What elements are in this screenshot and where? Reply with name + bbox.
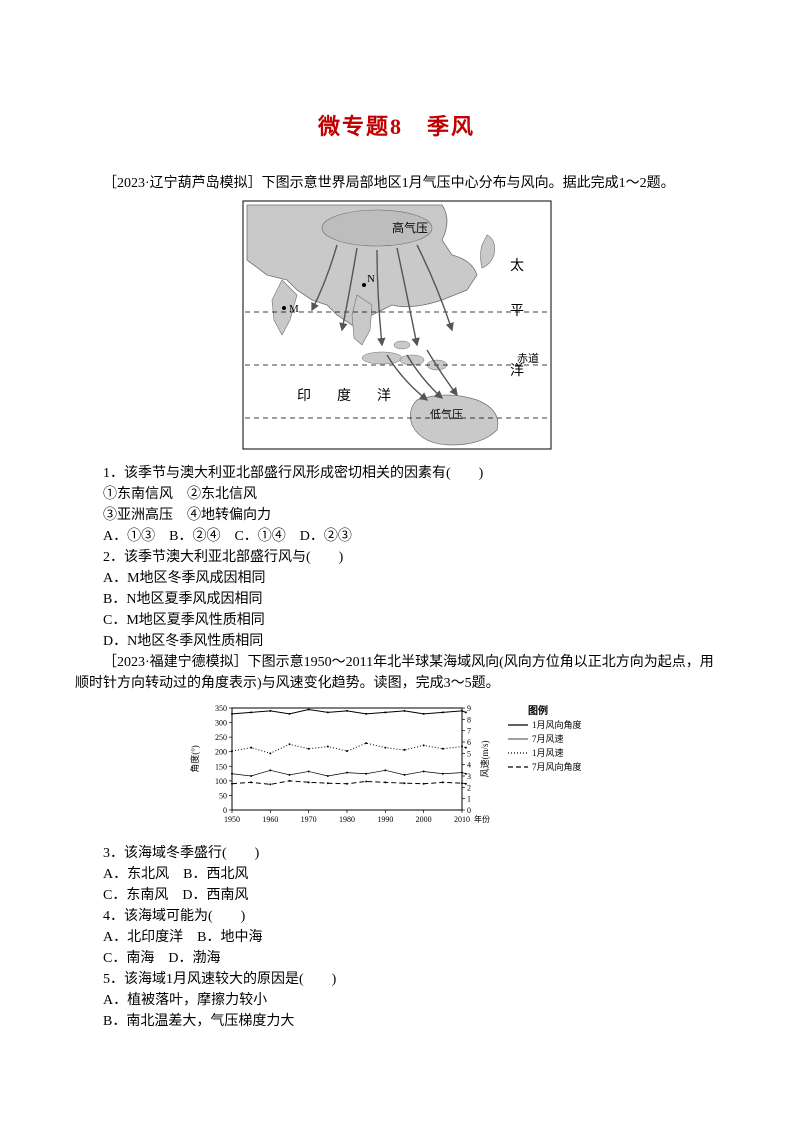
svg-text:1月风速: 1月风速 bbox=[532, 748, 564, 758]
q3-options-2: C．东南风 D．西南风 bbox=[75, 885, 718, 906]
svg-text:1980: 1980 bbox=[339, 815, 355, 824]
svg-text:8: 8 bbox=[467, 715, 471, 724]
svg-text:1月风向角度: 1月风向角度 bbox=[532, 719, 582, 730]
svg-text:1990: 1990 bbox=[377, 815, 393, 824]
q2-option-b: B．N地区夏季风成因相同 bbox=[75, 589, 718, 610]
q3-options-1: A．东北风 B．西北风 bbox=[75, 864, 718, 885]
svg-text:1: 1 bbox=[467, 795, 471, 804]
svg-text:1960: 1960 bbox=[262, 815, 278, 824]
svg-text:4: 4 bbox=[467, 761, 471, 770]
label-high-pressure: 高气压 bbox=[392, 220, 428, 235]
label-indian-2: 度 bbox=[337, 388, 351, 404]
svg-text:0: 0 bbox=[223, 806, 227, 815]
q5-option-a: A．植被落叶，摩擦力较小 bbox=[75, 990, 718, 1011]
figure-chart: 0 50 100 150 200 250 300 350 角度(°) 0 1 2 3 4 5 6 7 8 9 风速(m… bbox=[75, 700, 718, 837]
svg-text:300: 300 bbox=[215, 719, 227, 728]
svg-text:7月风速: 7月风速 bbox=[532, 734, 564, 744]
svg-text:2000: 2000 bbox=[415, 815, 431, 824]
svg-text:3: 3 bbox=[467, 772, 471, 781]
block2-intro: ［2023·福建宁德模拟］下图示意1950～2011年北半球某海域风向(风向方位… bbox=[75, 652, 718, 694]
svg-text:100: 100 bbox=[215, 777, 227, 786]
svg-text:角度(°): 角度(°) bbox=[189, 745, 200, 773]
q2-option-c: C．M地区夏季风性质相同 bbox=[75, 610, 718, 631]
svg-text:7月风向角度: 7月风向角度 bbox=[532, 761, 582, 772]
label-indian-1: 印 bbox=[297, 388, 311, 404]
svg-text:风速(m/s): 风速(m/s) bbox=[480, 740, 490, 777]
block1-intro: ［2023·辽宁葫芦岛模拟］下图示意世界局部地区1月气压中心分布与风向。据此完成… bbox=[75, 173, 718, 194]
svg-text:年份: 年份 bbox=[474, 814, 490, 824]
svg-text:50: 50 bbox=[219, 791, 227, 800]
svg-text:350: 350 bbox=[215, 704, 227, 713]
q1-options: A．①③ B．②④ C．①④ D．②③ bbox=[75, 526, 718, 547]
svg-text:200: 200 bbox=[215, 748, 227, 757]
label-pacific-3: 洋 bbox=[510, 363, 524, 379]
svg-text:1970: 1970 bbox=[300, 815, 316, 824]
q4-options-2: C．南海 D．渤海 bbox=[75, 948, 718, 969]
q1-stem: 1．该季节与澳大利亚北部盛行风形成密切相关的因素有( ) bbox=[75, 463, 718, 484]
page-title: 微专题8 季风 bbox=[75, 110, 718, 143]
q1-items-1: ①东南信风 ②东北信风 bbox=[75, 484, 718, 505]
svg-text:图例: 图例 bbox=[528, 704, 548, 717]
q2-option-d: D．N地区冬季风性质相同 bbox=[75, 631, 718, 652]
q2-option-a: A．M地区冬季风成因相同 bbox=[75, 568, 718, 589]
label-equator: 赤道 bbox=[517, 351, 539, 365]
svg-text:9: 9 bbox=[467, 704, 471, 713]
q4-stem: 4．该海域可能为( ) bbox=[75, 906, 718, 927]
svg-text:250: 250 bbox=[215, 733, 227, 742]
svg-text:1950: 1950 bbox=[224, 815, 240, 824]
svg-text:2010: 2010 bbox=[454, 815, 470, 824]
svg-text:2: 2 bbox=[467, 783, 471, 792]
svg-text:7: 7 bbox=[467, 727, 471, 736]
label-n: N bbox=[367, 273, 375, 285]
label-pacific-2: 平 bbox=[510, 304, 524, 319]
svg-text:0: 0 bbox=[467, 806, 471, 815]
label-low-pressure: 低气压 bbox=[430, 407, 463, 421]
label-indian-3: 洋 bbox=[377, 388, 391, 404]
figure-map: 高气压 低气压 太 平 洋 赤道 印 度 洋 M N bbox=[75, 200, 718, 457]
svg-text:6: 6 bbox=[467, 738, 471, 747]
q5-stem: 5．该海域1月风速较大的原因是( ) bbox=[75, 969, 718, 990]
label-m: M bbox=[289, 303, 299, 315]
q2-stem: 2．该季节澳大利亚北部盛行风与( ) bbox=[75, 547, 718, 568]
label-pacific-1: 太 bbox=[510, 258, 524, 274]
svg-text:5: 5 bbox=[467, 749, 471, 758]
q1-items-2: ③亚洲高压 ④地转偏向力 bbox=[75, 505, 718, 526]
q3-stem: 3．该海域冬季盛行( ) bbox=[75, 843, 718, 864]
q4-options-1: A．北印度洋 B．地中海 bbox=[75, 927, 718, 948]
svg-text:150: 150 bbox=[215, 762, 227, 771]
q5-option-b: B．南北温差大，气压梯度力大 bbox=[75, 1011, 718, 1032]
